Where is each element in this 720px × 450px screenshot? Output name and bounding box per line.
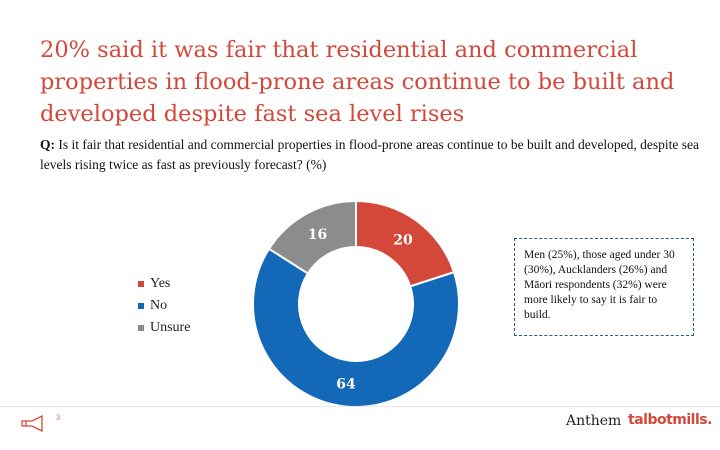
legend-label-yes: Yes xyxy=(150,276,171,291)
data-label-unsure: 16 xyxy=(308,227,327,243)
donut-chart: 20 64 16 xyxy=(252,199,460,408)
horn-logo-icon xyxy=(21,414,43,432)
insight-callout: Men (25%), those aged under 30 (30%), Au… xyxy=(514,238,694,336)
question-body: Is it fair that residential and commerci… xyxy=(40,137,700,172)
legend-swatch-yes xyxy=(138,281,144,287)
anthem-logo: Anthem xyxy=(566,413,622,429)
slide-title: 20% said it was fair that residential an… xyxy=(40,37,675,127)
donut-slice-no xyxy=(252,247,460,408)
data-label-no: 64 xyxy=(336,376,356,392)
chart-legend: Yes No Unsure xyxy=(138,273,190,339)
legend-item-yes: Yes xyxy=(138,273,190,295)
question-text: Q: Is it fair that residential and comme… xyxy=(40,135,700,175)
legend-item-unsure: Unsure xyxy=(138,317,190,339)
legend-item-no: No xyxy=(138,295,190,317)
donut-slice-unsure xyxy=(267,199,357,275)
question-prefix: Q: xyxy=(40,137,55,152)
talbotmills-logo: talbotmills. xyxy=(628,412,712,428)
page-number: 3 xyxy=(56,413,60,422)
legend-label-no: No xyxy=(150,298,168,313)
footer-divider xyxy=(0,406,720,407)
legend-swatch-no xyxy=(138,303,144,309)
data-label-yes: 20 xyxy=(393,232,413,248)
legend-swatch-unsure xyxy=(138,325,144,331)
legend-label-unsure: Unsure xyxy=(150,320,191,335)
